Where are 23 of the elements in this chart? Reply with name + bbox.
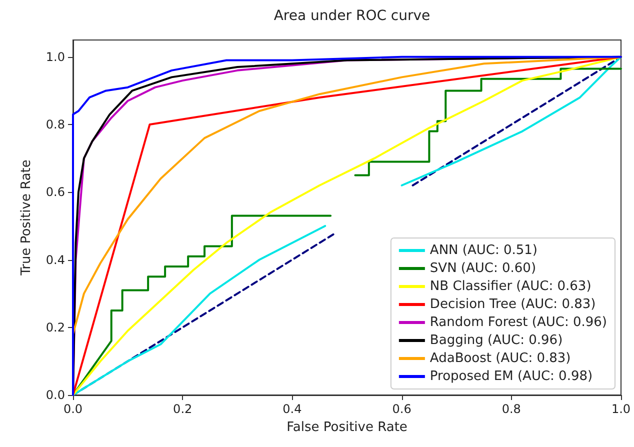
legend-label: ANN (AUC: 0.51) — [430, 243, 538, 258]
legend-label: Random Forest (AUC: 0.96) — [430, 315, 608, 330]
x-tick-label: 0.6 — [392, 402, 412, 416]
legend-label: Decision Tree (AUC: 0.83) — [430, 297, 596, 312]
legend-label: Bagging (AUC: 0.96) — [430, 333, 563, 348]
legend-label: Proposed EM (AUC: 0.98) — [430, 369, 593, 384]
x-tick-label: 0.2 — [173, 402, 192, 416]
legend-label: SVN (AUC: 0.60) — [430, 261, 536, 276]
y-tick-label: 0.0 — [46, 388, 65, 402]
y-axis-title: True Positive Rate — [19, 160, 34, 276]
y-tick-label: 0.8 — [46, 118, 65, 132]
x-tick-label: 0.4 — [282, 402, 302, 416]
x-axis-title: False Positive Rate — [286, 420, 408, 435]
y-tick-label: 0.4 — [46, 252, 65, 267]
chart-title: Area under ROC curve — [274, 8, 430, 24]
x-tick-label: 0.0 — [63, 402, 83, 416]
x-tick-label: 1.0 — [611, 402, 631, 416]
x-tick-label: 0.8 — [502, 402, 521, 416]
y-tick-label: 0.6 — [46, 185, 65, 200]
y-tick-label: 0.2 — [46, 320, 65, 334]
legend-label: NB Classifier (AUC: 0.63) — [430, 279, 592, 294]
y-tick-label: 1.0 — [46, 50, 65, 64]
legend-label: AdaBoost (AUC: 0.83) — [430, 351, 571, 366]
